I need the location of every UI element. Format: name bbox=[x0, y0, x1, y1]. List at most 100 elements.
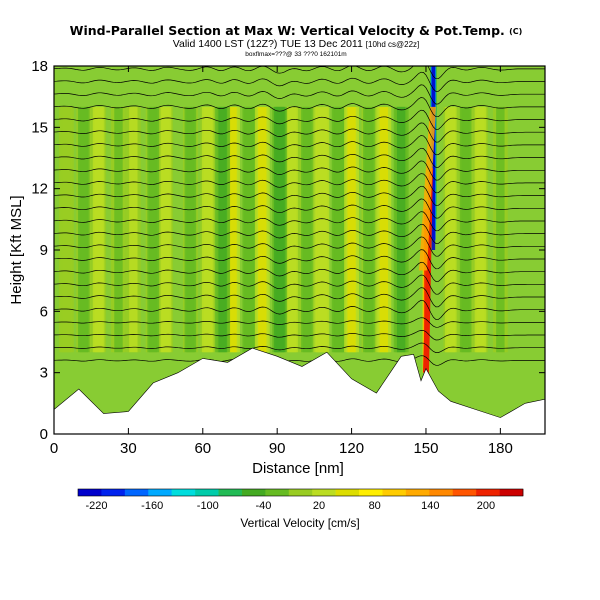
isentrope-line bbox=[54, 236, 545, 257]
downdraft-column-band-2 bbox=[275, 106, 284, 353]
isentrope-line bbox=[54, 66, 545, 80]
isentrope-line bbox=[54, 185, 545, 206]
colorbar-segment bbox=[265, 489, 290, 496]
downdraft-column-band-2 bbox=[79, 106, 88, 353]
downdraft-column-band-2 bbox=[148, 106, 158, 353]
y-axis-label: Height [Kft MSL] bbox=[8, 195, 25, 304]
colorbar-tick-label: -160 bbox=[141, 500, 163, 512]
chart-subtitle-note: [10hd cs@22z] bbox=[366, 40, 419, 49]
updraft-column-band-2 bbox=[129, 106, 138, 353]
colorbar-tick-label: 80 bbox=[369, 500, 381, 512]
potential-temperature-contours bbox=[54, 66, 545, 366]
colorbar-frame bbox=[77, 488, 524, 497]
colorbar-segment bbox=[171, 489, 196, 496]
isentrope-line bbox=[54, 223, 545, 244]
y-tick-label: 12 bbox=[31, 181, 48, 198]
isentrope-line bbox=[54, 249, 545, 270]
x-tick-label: 120 bbox=[339, 440, 364, 457]
colorbar-tick-label: -220 bbox=[85, 500, 107, 512]
colorbar-segment bbox=[241, 489, 266, 496]
colorbar-tick-label: -100 bbox=[197, 500, 219, 512]
y-tick-label: 0 bbox=[40, 426, 48, 443]
updraft-column-band-2 bbox=[62, 106, 71, 353]
isentrope-line bbox=[54, 147, 545, 168]
colorbar-segment bbox=[429, 489, 454, 496]
colorbar-tick-label: -40 bbox=[255, 500, 271, 512]
updraft-column-band-2 bbox=[258, 106, 267, 353]
chart-subtitle-text: Valid 1400 LST (12Z?) TUE 13 Dec 2011 bbox=[173, 38, 363, 50]
colorbar-segment bbox=[452, 489, 477, 496]
colorbar-tick-label: 140 bbox=[421, 500, 439, 512]
updraft-column-band-2 bbox=[228, 106, 237, 353]
colorbar-tick-label: 200 bbox=[477, 500, 495, 512]
chart-subtitle: Valid 1400 LST (12Z?) TUE 13 Dec 2011 [1… bbox=[173, 38, 420, 50]
isentrope-line bbox=[54, 198, 545, 219]
isentrope-line bbox=[54, 261, 545, 282]
chart-title: Wind-Parallel Section at Max W: Vertical… bbox=[70, 23, 523, 38]
colorbar-segment bbox=[476, 489, 500, 496]
x-tick-label: 150 bbox=[413, 440, 438, 457]
colorbar-segment bbox=[382, 489, 407, 496]
isentrope-line bbox=[54, 342, 545, 353]
colorbar-segment bbox=[335, 489, 360, 496]
colorbar-segment bbox=[359, 489, 383, 496]
y-tick-label: 6 bbox=[40, 303, 48, 320]
isentrope-line bbox=[54, 287, 545, 308]
chart-title-mark: (C) bbox=[509, 27, 522, 36]
updraft-column-band-2 bbox=[347, 106, 356, 353]
y-tick-label: 18 bbox=[31, 58, 48, 75]
isentrope-line bbox=[54, 211, 545, 232]
isentrope-line bbox=[54, 71, 545, 92]
downdraft-column-band-2 bbox=[396, 106, 406, 353]
isentrope-line bbox=[54, 299, 545, 320]
x-tick-label: 30 bbox=[120, 440, 137, 457]
isentrope-line bbox=[54, 330, 545, 341]
downdraft-column-band-2 bbox=[364, 106, 374, 353]
colorbar-segment bbox=[195, 489, 219, 496]
downdraft-column-band-2 bbox=[245, 106, 255, 353]
velocity-field bbox=[58, 66, 508, 373]
updraft-column-band-2 bbox=[203, 106, 212, 353]
isentrope-line bbox=[54, 84, 545, 105]
isentrope-line bbox=[54, 160, 545, 181]
colorbar-segment bbox=[499, 489, 524, 496]
x-tick-label: 180 bbox=[488, 440, 513, 457]
downdraft-column-band-2 bbox=[218, 106, 227, 353]
isentrope-line bbox=[54, 97, 545, 118]
colorbar-segment bbox=[312, 489, 336, 496]
updraft-column-band-2 bbox=[446, 106, 455, 353]
colorbar-segment bbox=[218, 489, 243, 496]
colorbar-segment bbox=[78, 489, 102, 496]
colorbar-tick-label: 20 bbox=[313, 500, 325, 512]
y-tick-label: 9 bbox=[40, 242, 48, 259]
downdraft-column-band-2 bbox=[496, 106, 505, 353]
updraft-column-band-2 bbox=[317, 106, 327, 353]
isentrope-line bbox=[54, 135, 545, 156]
colorbar-segment bbox=[124, 489, 149, 496]
updraft-column-band-2 bbox=[161, 106, 170, 353]
downdraft-column-band-2 bbox=[186, 106, 195, 353]
updraft-column-band-2 bbox=[476, 106, 485, 353]
isentrope-line bbox=[54, 173, 545, 194]
terrain-mask bbox=[54, 347, 545, 434]
y-tick-label: 15 bbox=[31, 119, 48, 136]
colorbar-segment bbox=[405, 489, 430, 496]
colorbar-segment bbox=[101, 489, 126, 496]
downdraft-column-band-3 bbox=[431, 66, 436, 250]
y-tick-label: 3 bbox=[40, 365, 48, 382]
plot-area bbox=[54, 66, 545, 434]
axis-ticks: 0 30 60 90 120 150 180 0 3 6 9 12 15 18 bbox=[31, 58, 545, 457]
isentrope-line bbox=[54, 317, 545, 328]
colorbar-segment bbox=[148, 489, 172, 496]
x-axis-label: Distance [nm] bbox=[252, 460, 344, 477]
x-tick-label: 90 bbox=[269, 440, 286, 457]
downdraft-column-band-2 bbox=[302, 106, 312, 353]
colorbar: -220 -160 -100 -40 20 80 140 200 bbox=[78, 489, 524, 512]
downdraft-column-band-2 bbox=[334, 106, 344, 353]
updraft-plume bbox=[418, 106, 436, 271]
updraft-column-band-2 bbox=[94, 106, 103, 353]
updraft-column-band-2 bbox=[287, 106, 297, 353]
chart-title-text: Wind-Parallel Section at Max W: Vertical… bbox=[70, 23, 505, 38]
isentrope-line bbox=[54, 274, 545, 295]
